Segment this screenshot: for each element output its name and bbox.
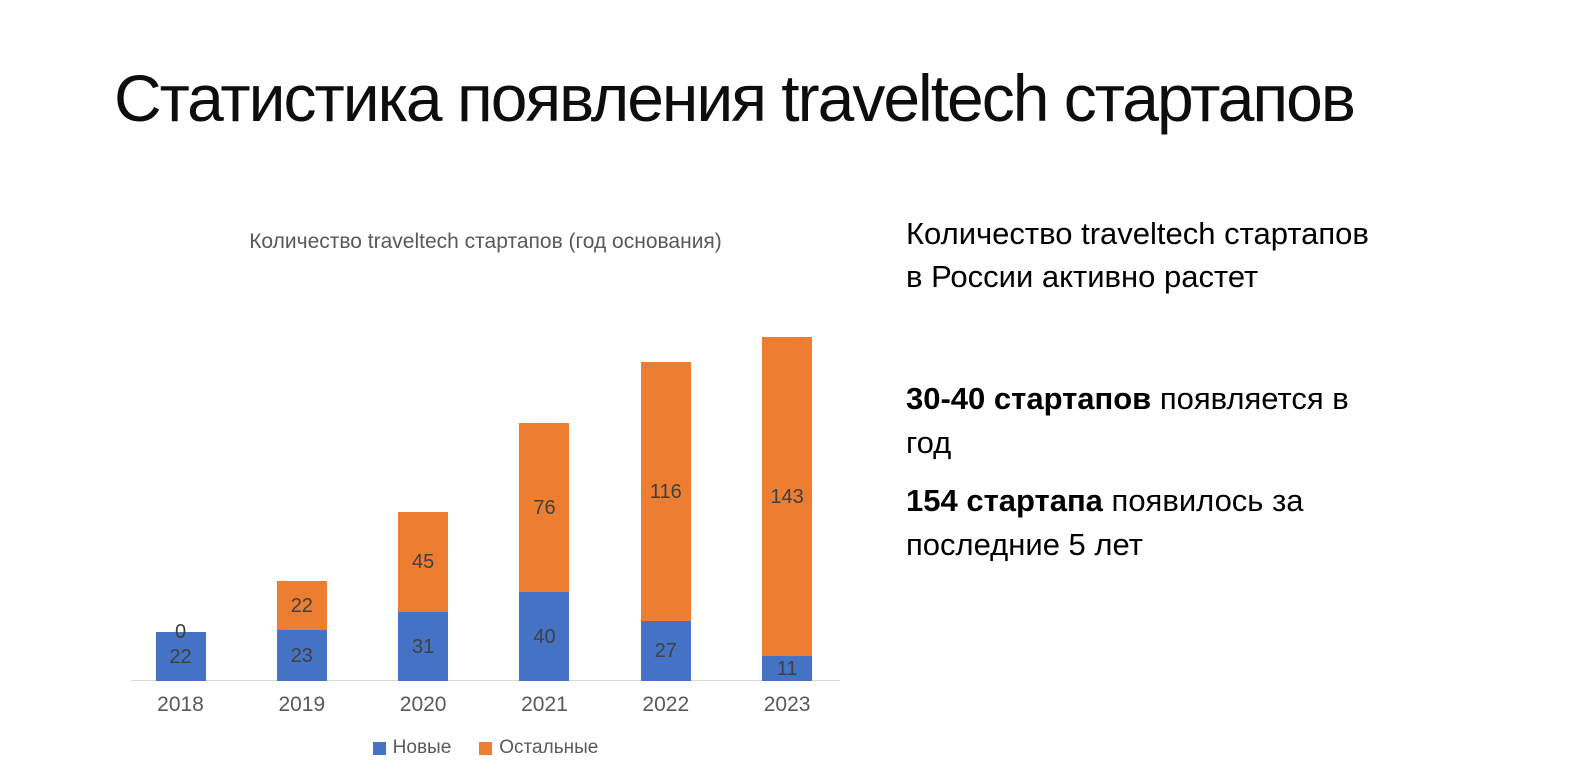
x-axis-label: 2019 xyxy=(278,693,326,716)
bar-data-label: 40 xyxy=(533,625,556,648)
x-axis-label: 2023 xyxy=(763,693,811,716)
legend-label: Новые xyxy=(392,737,452,758)
legend-item: Остальные xyxy=(479,737,598,759)
bar-segment xyxy=(519,592,570,681)
x-axis-label: 2021 xyxy=(521,693,568,716)
bar-data-label: 22 xyxy=(169,645,192,668)
bar-data-label: 27 xyxy=(654,640,677,662)
bar-data-label: 22 xyxy=(290,594,313,617)
bar-data-label: 31 xyxy=(412,635,435,658)
bar-segment xyxy=(276,581,327,630)
bar-data-label: 116 xyxy=(649,480,682,503)
legend-swatch xyxy=(479,741,493,755)
chart-legend: Новые Остальные xyxy=(131,737,840,759)
chart-title: Количество traveltech стартапов (год осн… xyxy=(249,230,722,253)
stat-total-5-years-bold: 154 стартапа xyxy=(906,483,1103,518)
insights-panel: Количество traveltech стартапов в России… xyxy=(906,0,1516,770)
bar-segment xyxy=(155,632,206,681)
legend-label: Остальные xyxy=(499,737,599,758)
stat-total-5-years-rest: появилось за последние 5 лет xyxy=(906,483,1304,562)
legend-item: Новые xyxy=(372,737,452,759)
bar-data-label: 0 xyxy=(174,621,187,643)
x-axis-line xyxy=(131,680,840,681)
insight-text: Количество traveltech стартапов в России… xyxy=(906,216,1369,294)
bar-segment xyxy=(398,612,449,681)
bar-data-label: 143 xyxy=(770,485,804,508)
bar-segment xyxy=(640,362,691,621)
bar-segment xyxy=(519,423,570,592)
x-axis-label: 2018 xyxy=(157,693,204,716)
stat-startups-per-year-bold: 30-40 стартапов xyxy=(906,381,1152,416)
bar-segment xyxy=(762,337,813,656)
stat-startups-per-year-rest: появляется в год xyxy=(906,381,1349,460)
bar-data-label: 11 xyxy=(776,657,798,680)
bar-data-label: 45 xyxy=(412,551,435,573)
x-axis-label: 2022 xyxy=(642,693,690,716)
bar-data-label: 76 xyxy=(533,496,556,519)
plot-area: 22 0 2018 23 22 2019 31 45 2020 40 76 2021 27 116 2022… xyxy=(131,320,840,716)
stat-startups-per-year: 30-40 стартапов появляется в год xyxy=(906,377,1349,465)
legend-swatch xyxy=(372,741,386,755)
stat-total-5-years: 154 стартапа появилось за последние 5 ле… xyxy=(906,479,1304,567)
bar-segment xyxy=(640,621,691,681)
bar-data-label: 23 xyxy=(290,644,313,667)
slide-title: Статистика появления traveltech стартапо… xyxy=(114,61,1356,135)
bar-segment xyxy=(762,656,813,681)
x-axis-label: 2020 xyxy=(399,693,447,716)
bar-segment xyxy=(276,630,327,681)
bar-segment xyxy=(398,512,449,612)
